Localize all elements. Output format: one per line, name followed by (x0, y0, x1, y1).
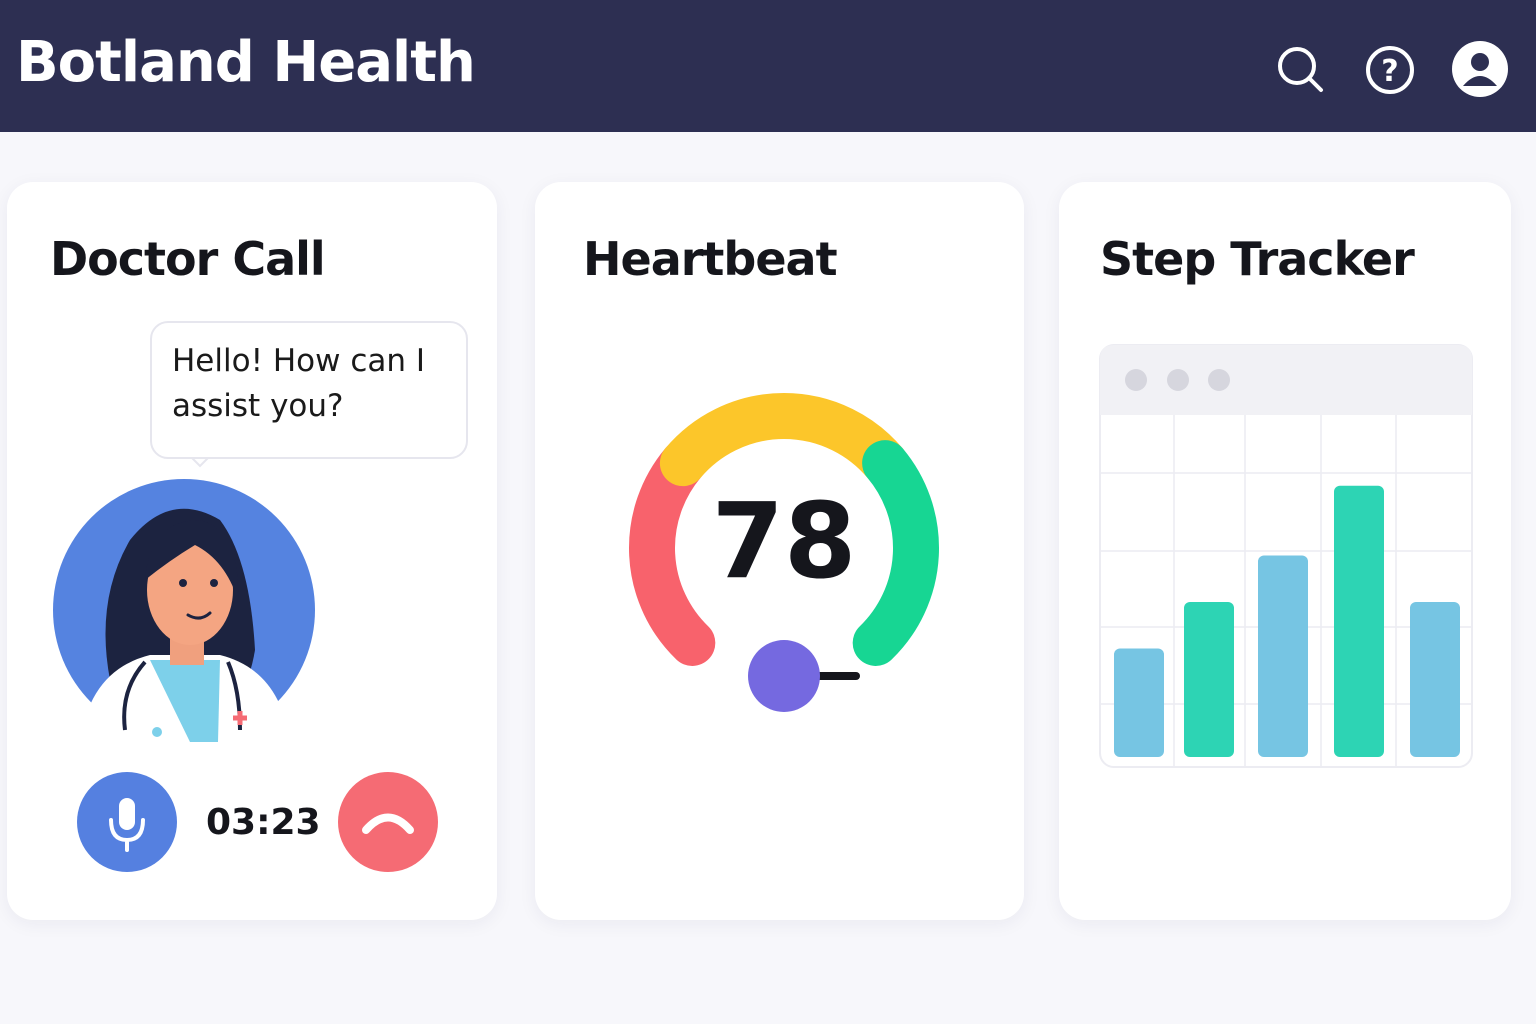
card-title: Doctor Call (50, 232, 326, 286)
gauge-knob (748, 640, 860, 712)
step-bar (1114, 648, 1164, 757)
step-bar (1334, 485, 1384, 757)
step-bars (1114, 485, 1460, 757)
step-bar (1258, 555, 1308, 757)
card-title: Step Tracker (1100, 232, 1415, 286)
step-bar (1410, 602, 1460, 757)
heartbeat-card (535, 182, 1024, 920)
step-bar (1184, 602, 1234, 757)
chat-bubble: Hello! How can I assist you? (150, 321, 468, 459)
mute-button[interactable] (77, 772, 177, 872)
app-title: Botland Health (16, 30, 476, 95)
gauge-arc (659, 393, 909, 487)
profile-icon[interactable] (1452, 41, 1508, 97)
header-icons: ? (1278, 41, 1508, 97)
heart-rate: 78 (711, 480, 857, 602)
heart-gauge (629, 393, 939, 666)
search-icon[interactable] (1278, 47, 1323, 92)
gauge-arc (852, 440, 939, 666)
end-call-button[interactable] (338, 772, 438, 872)
header: Botland Health ? (0, 0, 1536, 132)
card-title: Heartbeat (583, 232, 838, 286)
call-timer: 03:23 (206, 802, 321, 843)
doctor-avatar (53, 479, 315, 742)
svg-text:?: ? (1381, 54, 1398, 89)
gauge-arc (629, 440, 716, 666)
help-icon[interactable]: ? (1366, 46, 1414, 94)
